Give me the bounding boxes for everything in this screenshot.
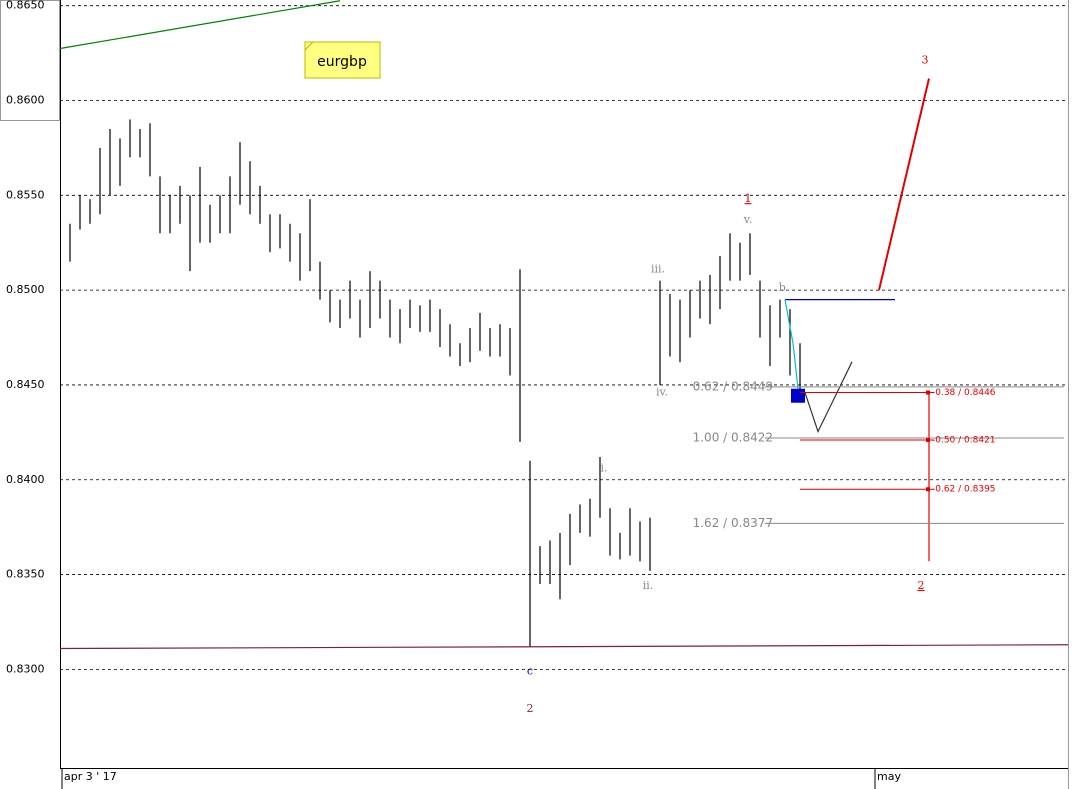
fib-label: 1.00 / 0.8422	[693, 431, 773, 445]
wave-label: c	[527, 664, 533, 677]
wave-label: 2	[918, 579, 925, 592]
y-tick-label: 0.8400	[6, 473, 45, 486]
fib-label: -0.38 / 0.8446	[932, 388, 996, 398]
fib-node	[926, 437, 930, 442]
trend-line	[804, 361, 853, 434]
y-tick-label: 0.8650	[6, 0, 45, 12]
fib-label: -0.62 / 0.8395	[932, 485, 996, 495]
y-tick-label: 0.8450	[6, 378, 45, 391]
fib-label: 1.62 / 0.8377	[693, 516, 773, 530]
y-tick-label: 0.8550	[6, 188, 45, 201]
wave-label: ii.	[643, 579, 654, 592]
fib-label: 0.62 / 0.8449	[693, 379, 773, 393]
x-tick-label: apr 3 ' 17	[64, 770, 117, 783]
note-fold	[304, 41, 314, 51]
wave-label: iii.	[651, 262, 665, 275]
wave-label: b.	[779, 281, 790, 294]
position-marker	[791, 388, 805, 403]
x-tick-label: may	[877, 770, 901, 783]
note-box	[304, 41, 381, 79]
wave-label: i.	[600, 461, 607, 474]
trend-line	[60, 0, 341, 50]
plot-area: 0.62 / 0.8449 1.00 / 0.8422 1.62 / 0.8377 -…	[60, 0, 1068, 715]
fib-node	[926, 487, 930, 492]
wave-label: 3	[922, 54, 929, 67]
wave-label: 1	[745, 192, 752, 205]
wave-label: iv.	[656, 386, 668, 399]
wave-label: 2	[527, 702, 534, 715]
fib-node	[926, 390, 930, 395]
axis-corner	[0, 0, 60, 121]
y-tick-label: 0.8500	[6, 283, 45, 296]
trend-line	[878, 78, 930, 291]
y-tick-label: 0.8350	[6, 568, 45, 581]
fib-label: -0.50 / 0.8421	[932, 435, 996, 445]
trend-line	[784, 299, 799, 389]
y-tick-label: 0.8300	[6, 662, 45, 675]
wave-label: v.	[743, 213, 752, 226]
y-tick-label: 0.8600	[6, 94, 45, 107]
trend-line	[60, 644, 1068, 650]
symbol-note: eurgbp	[304, 41, 381, 79]
note-text: eurgbp	[317, 54, 367, 70]
